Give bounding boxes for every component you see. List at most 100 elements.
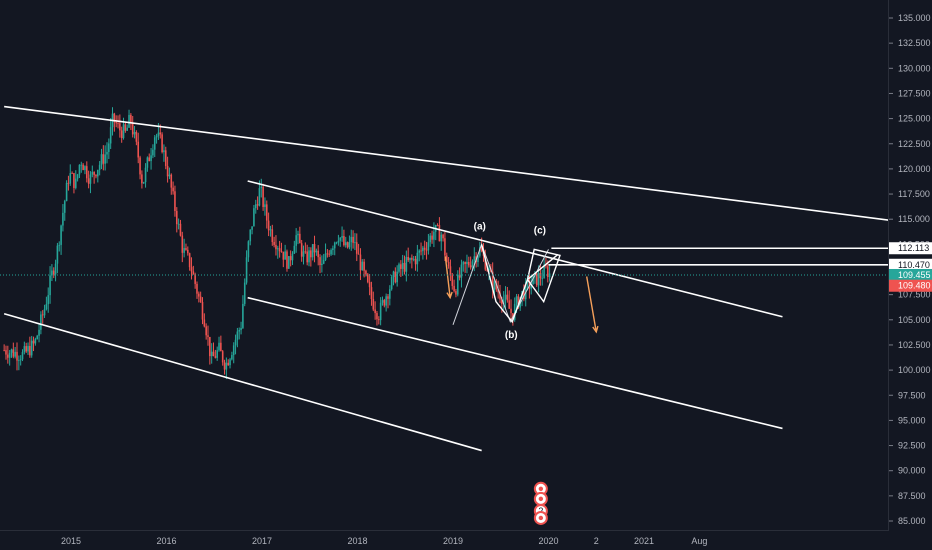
candle-body xyxy=(5,350,7,355)
candle-body xyxy=(87,178,90,184)
price-badge xyxy=(889,258,932,271)
candle-body xyxy=(447,261,450,267)
x-tick-label: 2015 xyxy=(61,536,81,546)
pattern-line[interactable] xyxy=(452,242,549,325)
candle-body xyxy=(251,226,253,230)
candle-body xyxy=(108,143,110,152)
candle-body xyxy=(19,359,22,361)
candle-body xyxy=(71,173,73,174)
candle-body xyxy=(231,355,233,360)
candle-body xyxy=(144,167,147,183)
candle-body xyxy=(187,249,189,254)
candle-body xyxy=(34,339,37,344)
event-markers[interactable]: 2 xyxy=(533,481,548,525)
candle-body xyxy=(245,257,248,283)
candle-body xyxy=(302,251,305,257)
dividend-dot xyxy=(538,496,544,502)
candle-body xyxy=(425,249,428,251)
candle-body xyxy=(491,271,494,290)
x-tick-label: 2020 xyxy=(538,536,558,546)
candle-body xyxy=(102,154,105,164)
channel-mid-line[interactable] xyxy=(247,296,783,430)
candle-body xyxy=(387,296,389,299)
candle-body xyxy=(69,173,72,184)
candle-body xyxy=(414,258,417,265)
candle-body xyxy=(275,244,277,250)
candle-body xyxy=(464,262,466,264)
pattern-line[interactable] xyxy=(526,248,561,304)
y-tick-label: 87.500 xyxy=(898,491,926,501)
candle-body xyxy=(466,261,468,264)
candle-body xyxy=(398,264,400,272)
y-tick-label: 122.500 xyxy=(898,139,931,149)
candle-body xyxy=(442,234,444,239)
y-tick-label: 85.000 xyxy=(898,516,926,526)
candle-body xyxy=(98,164,101,170)
candle-body xyxy=(161,134,163,153)
candle-body xyxy=(16,351,18,361)
candle-body xyxy=(141,174,143,184)
candle-body xyxy=(38,329,40,336)
dividend-dot xyxy=(538,486,544,492)
y-tick-label: 90.000 xyxy=(898,466,926,476)
candle-body xyxy=(164,150,167,166)
candle-body xyxy=(40,314,42,330)
candle-body xyxy=(372,298,375,310)
candle-body xyxy=(546,266,549,278)
candle-body xyxy=(361,261,364,271)
candle-body xyxy=(201,302,204,320)
candle-body xyxy=(216,350,218,358)
trendlines[interactable] xyxy=(3,105,926,452)
candle-body xyxy=(93,171,95,175)
candle-body xyxy=(383,300,386,306)
price-badge-label: 112.113 xyxy=(898,243,929,253)
candle-body xyxy=(95,174,97,177)
candle-body xyxy=(539,273,542,279)
candle-body xyxy=(456,274,459,295)
price-badge-label: 109.480 xyxy=(898,281,931,291)
candle-body xyxy=(29,346,31,356)
channel-bottom-line[interactable] xyxy=(3,312,482,452)
channel-top-line[interactable] xyxy=(247,180,783,318)
candle-body xyxy=(198,293,200,297)
candle-body xyxy=(166,165,169,177)
candle-body xyxy=(493,281,496,290)
candle-body xyxy=(27,346,29,352)
candle-body xyxy=(396,271,398,283)
candle-body xyxy=(192,271,195,275)
candle-body xyxy=(431,235,433,240)
candle-body xyxy=(25,346,27,352)
candle-body xyxy=(286,251,288,269)
time-axis[interactable]: 2015 2016 2017 2018 2019 2020 2 2021 Aug xyxy=(61,536,707,546)
upper-resistance-line[interactable] xyxy=(4,105,922,226)
candle-body xyxy=(109,127,112,144)
candle-body xyxy=(504,294,507,300)
candle-body xyxy=(378,319,380,321)
candle-body xyxy=(185,248,187,250)
candle-body xyxy=(341,236,343,238)
candle-body xyxy=(348,242,351,248)
candle-body xyxy=(376,313,378,320)
candle-body xyxy=(385,296,387,306)
candle-body xyxy=(253,208,255,227)
candle-body xyxy=(363,261,365,271)
candle-body xyxy=(429,235,432,243)
abc-pattern[interactable] xyxy=(452,242,561,325)
pattern-line[interactable] xyxy=(480,244,559,324)
candle-body xyxy=(357,253,360,255)
candle-body xyxy=(76,174,79,179)
candle-body xyxy=(207,335,209,337)
candle-body xyxy=(172,187,174,192)
candle-body xyxy=(157,132,160,137)
candle-body xyxy=(106,151,108,155)
candle-body xyxy=(260,186,263,189)
candle-body xyxy=(291,253,294,261)
candle-body xyxy=(308,250,310,263)
price-badge xyxy=(889,279,932,292)
candle-body xyxy=(10,349,13,353)
candle-body xyxy=(449,266,452,276)
candle-body xyxy=(153,137,156,150)
candle-body xyxy=(21,352,24,360)
candle-body xyxy=(74,178,77,188)
